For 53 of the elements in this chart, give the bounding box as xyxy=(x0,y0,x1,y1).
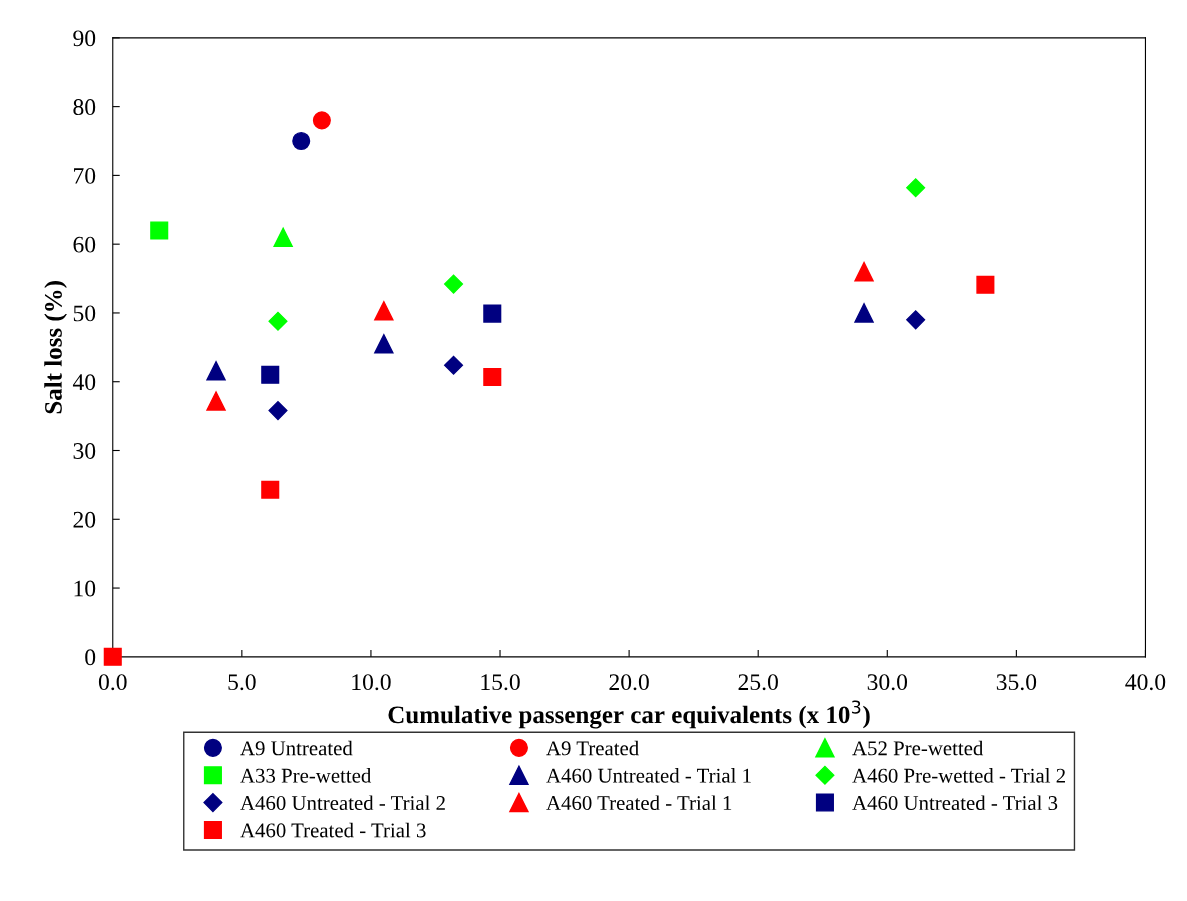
point xyxy=(906,178,926,198)
point xyxy=(261,365,280,384)
y-tick-label: 20 xyxy=(73,511,96,528)
point xyxy=(976,275,995,294)
x-tick-label: 30.0 xyxy=(867,674,908,691)
point xyxy=(906,310,926,330)
legend-label: A52 Pre-wetted xyxy=(852,740,984,756)
legend-label: A460 Untreated - Trial 3 xyxy=(852,795,1058,811)
point xyxy=(854,303,874,323)
x-tick-label: 20.0 xyxy=(609,674,649,691)
y-tick-label: 10 xyxy=(74,580,96,597)
legend-label: A460 Untreated - Trial 1 xyxy=(546,768,751,783)
point xyxy=(374,301,394,321)
x-tick-label: 10.0 xyxy=(352,674,391,691)
legend-label: A460 Treated - Trial 1 xyxy=(546,795,732,811)
y-tick-label: 0 xyxy=(85,649,96,666)
x-tick-label: 15.0 xyxy=(481,674,520,691)
point xyxy=(292,131,311,151)
y-tick-label: 50 xyxy=(73,305,96,322)
y-tick-label: 70 xyxy=(74,167,96,184)
y-axis-title: Salt loss (%) xyxy=(44,281,67,414)
x-tick-label: 25.0 xyxy=(738,674,778,691)
x-axis-title: Cumulative passenger car equivalents (x 10$^{3}$) xyxy=(388,700,870,729)
y-tick-label: 30 xyxy=(73,442,96,459)
legend-label: A33 Pre-wetted xyxy=(240,768,372,783)
point xyxy=(444,274,464,294)
x-tick-label: 5.0 xyxy=(228,674,256,691)
x-tick-label: 0.0 xyxy=(98,674,127,691)
point xyxy=(206,391,226,411)
x-tick-label: 40.0 xyxy=(1125,674,1166,691)
point xyxy=(483,304,502,323)
point xyxy=(268,401,288,421)
point xyxy=(206,360,226,381)
legend-label: A460 Untreated - Trial 2 xyxy=(240,795,445,811)
point xyxy=(483,367,502,386)
point xyxy=(444,355,464,375)
point xyxy=(374,334,394,354)
point xyxy=(261,480,280,499)
legend-label: A9 Untreated xyxy=(240,740,353,756)
x-tick-label: 35.0 xyxy=(996,674,1037,691)
point xyxy=(312,111,331,130)
y-tick-label: 40 xyxy=(72,374,96,391)
point xyxy=(273,227,293,248)
legend-label: A9 Treated xyxy=(546,740,639,756)
legend-label: A460 Pre-wetted - Trial 2 xyxy=(852,768,1065,783)
y-tick-label: 90 xyxy=(73,30,96,47)
point xyxy=(268,311,288,331)
y-tick-label: 60 xyxy=(73,236,96,253)
y-tick-label: 80 xyxy=(73,99,96,116)
point xyxy=(150,221,169,240)
point xyxy=(854,261,874,282)
point xyxy=(103,647,122,666)
legend-label: A460 Treated - Trial 3 xyxy=(240,822,426,838)
